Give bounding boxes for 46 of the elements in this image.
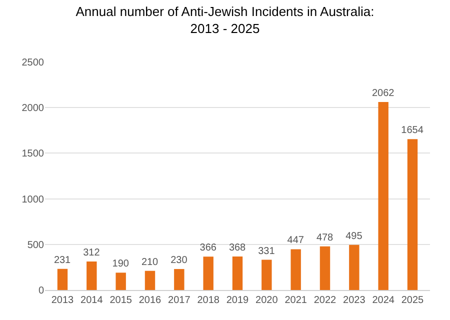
data-label: 2062 [372, 88, 395, 99]
x-tick-label: 2023 [343, 295, 366, 306]
x-tick-label: 2013 [51, 295, 74, 306]
x-tick-label: 2025 [401, 295, 424, 306]
x-tick-label: 2024 [372, 295, 395, 306]
data-label: 495 [346, 230, 363, 242]
data-label: 366 [200, 242, 217, 254]
x-tick-label: 2014 [80, 295, 104, 306]
bar [86, 262, 97, 290]
data-label: 368 [228, 242, 246, 254]
bar [262, 260, 272, 290]
y-tick-label: 1500 [22, 148, 44, 160]
y-tick-label: 500 [27, 240, 44, 251]
data-label: 478 [316, 232, 334, 244]
bar [57, 268, 68, 290]
chart-title: Annual number of Anti-Jewish Incidents in Australia: 2013 - 2025 [76, 4, 374, 36]
bar [116, 272, 126, 290]
bar [378, 102, 388, 290]
bar [320, 246, 330, 290]
y-tick-label: 0 [38, 286, 44, 296]
bar [144, 270, 156, 290]
x-tick-label: 2015 [110, 295, 132, 306]
y-tick-label: 2500 [22, 58, 44, 68]
data-label: 210 [141, 256, 159, 268]
x-tick-label: 2020 [256, 295, 278, 306]
bar [174, 269, 184, 290]
y-tick-label: 2000 [22, 103, 44, 114]
data-label: 190 [112, 258, 130, 270]
x-tick-label: 2021 [284, 295, 308, 306]
data-label: 230 [170, 255, 188, 266]
bar [349, 244, 360, 290]
x-tick-label: 2016 [138, 295, 162, 306]
x-tick-label: 2019 [226, 295, 250, 306]
bar [407, 139, 418, 290]
x-tick-label: 2022 [314, 295, 337, 306]
x-tick-label: 2017 [168, 295, 191, 306]
data-label: 231 [54, 254, 72, 266]
data-label: 331 [258, 246, 276, 257]
bar [203, 256, 214, 290]
bar [290, 249, 301, 290]
data-label: 447 [287, 235, 304, 246]
x-tick-label: 2018 [197, 295, 220, 306]
bar [232, 256, 243, 290]
data-label: 1654 [401, 125, 424, 136]
data-label: 312 [83, 248, 100, 259]
y-tick-label: 1000 [22, 194, 44, 206]
